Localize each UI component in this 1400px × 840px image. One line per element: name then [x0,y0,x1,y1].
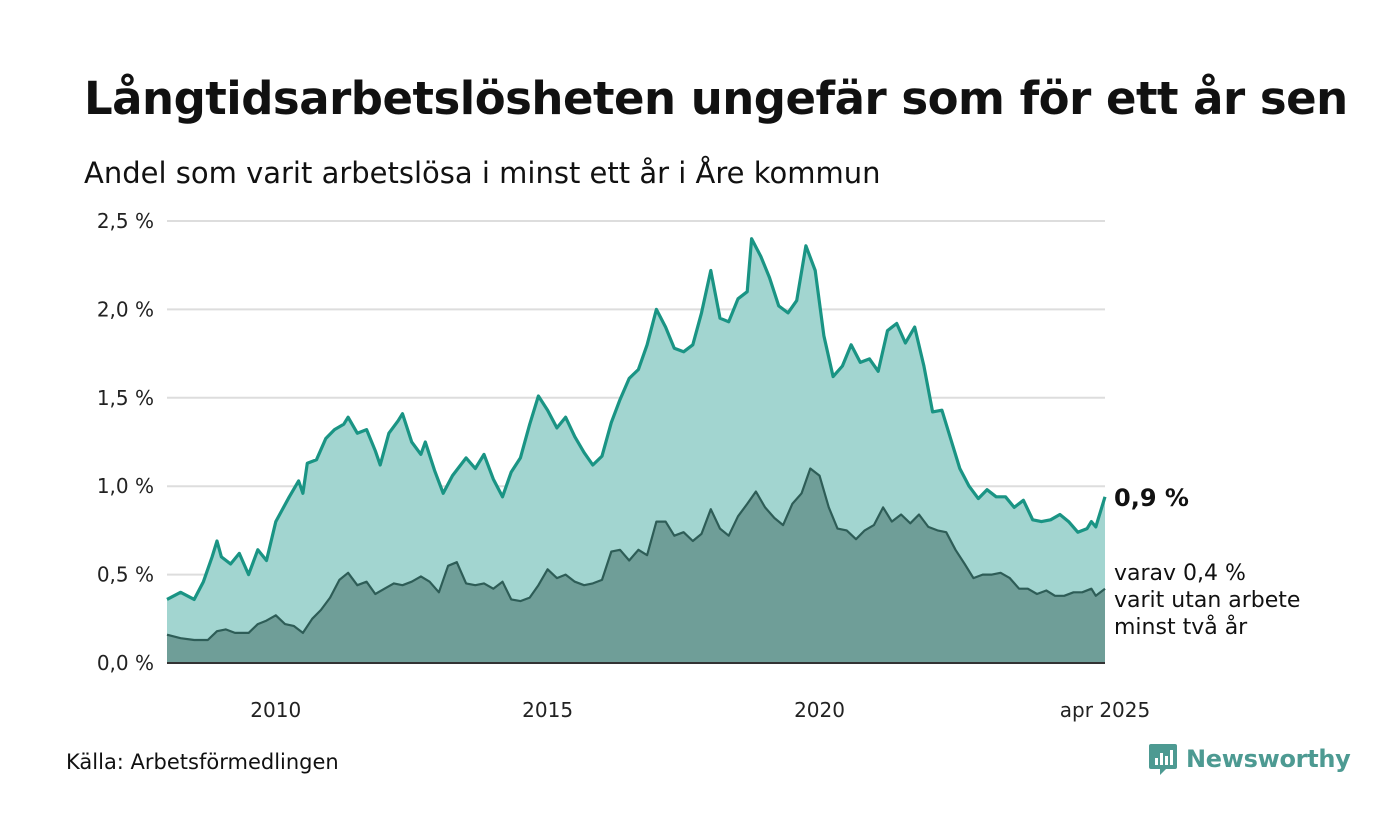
x-tick-label-0: 2010 [250,698,301,722]
brand-name: Newsworthy [1186,745,1351,773]
brand-logo: Newsworthy [1148,742,1351,776]
sub-label-line-1: varav 0,4 % [1114,561,1246,586]
y-tick-label-4: 2,0 % [97,297,154,321]
y-tick-label-1: 0,5 % [97,563,154,587]
long-line [166,467,1106,642]
latest-total-value-label: 0,9 % [1114,484,1189,512]
area-layers [166,237,1107,664]
y-tick-label-3: 1,5 % [97,386,154,410]
chart-subtitle: Andel som varit arbetslösa i minst ett å… [84,156,881,190]
x-tick-label-1: 2015 [522,698,573,722]
y-tick-label-0: 0,0 % [97,651,154,675]
total-line [166,237,1107,601]
sub-label-line-3: minst två år [1114,614,1248,640]
newsworthy-logo-icon [1149,744,1177,775]
sub-label-line-2: varit utan arbete [1114,588,1300,613]
x-tick-label-3: apr 2025 [1060,698,1150,722]
y-axis-labels: 0,0 % 0,5 % 1,0 % 1,5 % 2,0 % 2,5 % [97,209,154,675]
chart-title: Långtidsarbetslösheten ungefär som för e… [84,72,1348,125]
long-area [167,468,1105,663]
y-tick-label-5: 2,5 % [97,209,154,233]
x-tick-label-2: 2020 [794,698,845,722]
y-tick-label-2: 1,0 % [97,474,154,498]
source-note: Källa: Arbetsförmedlingen [66,750,339,774]
x-axis-labels: 2010 2015 2020 apr 2025 [250,698,1150,722]
